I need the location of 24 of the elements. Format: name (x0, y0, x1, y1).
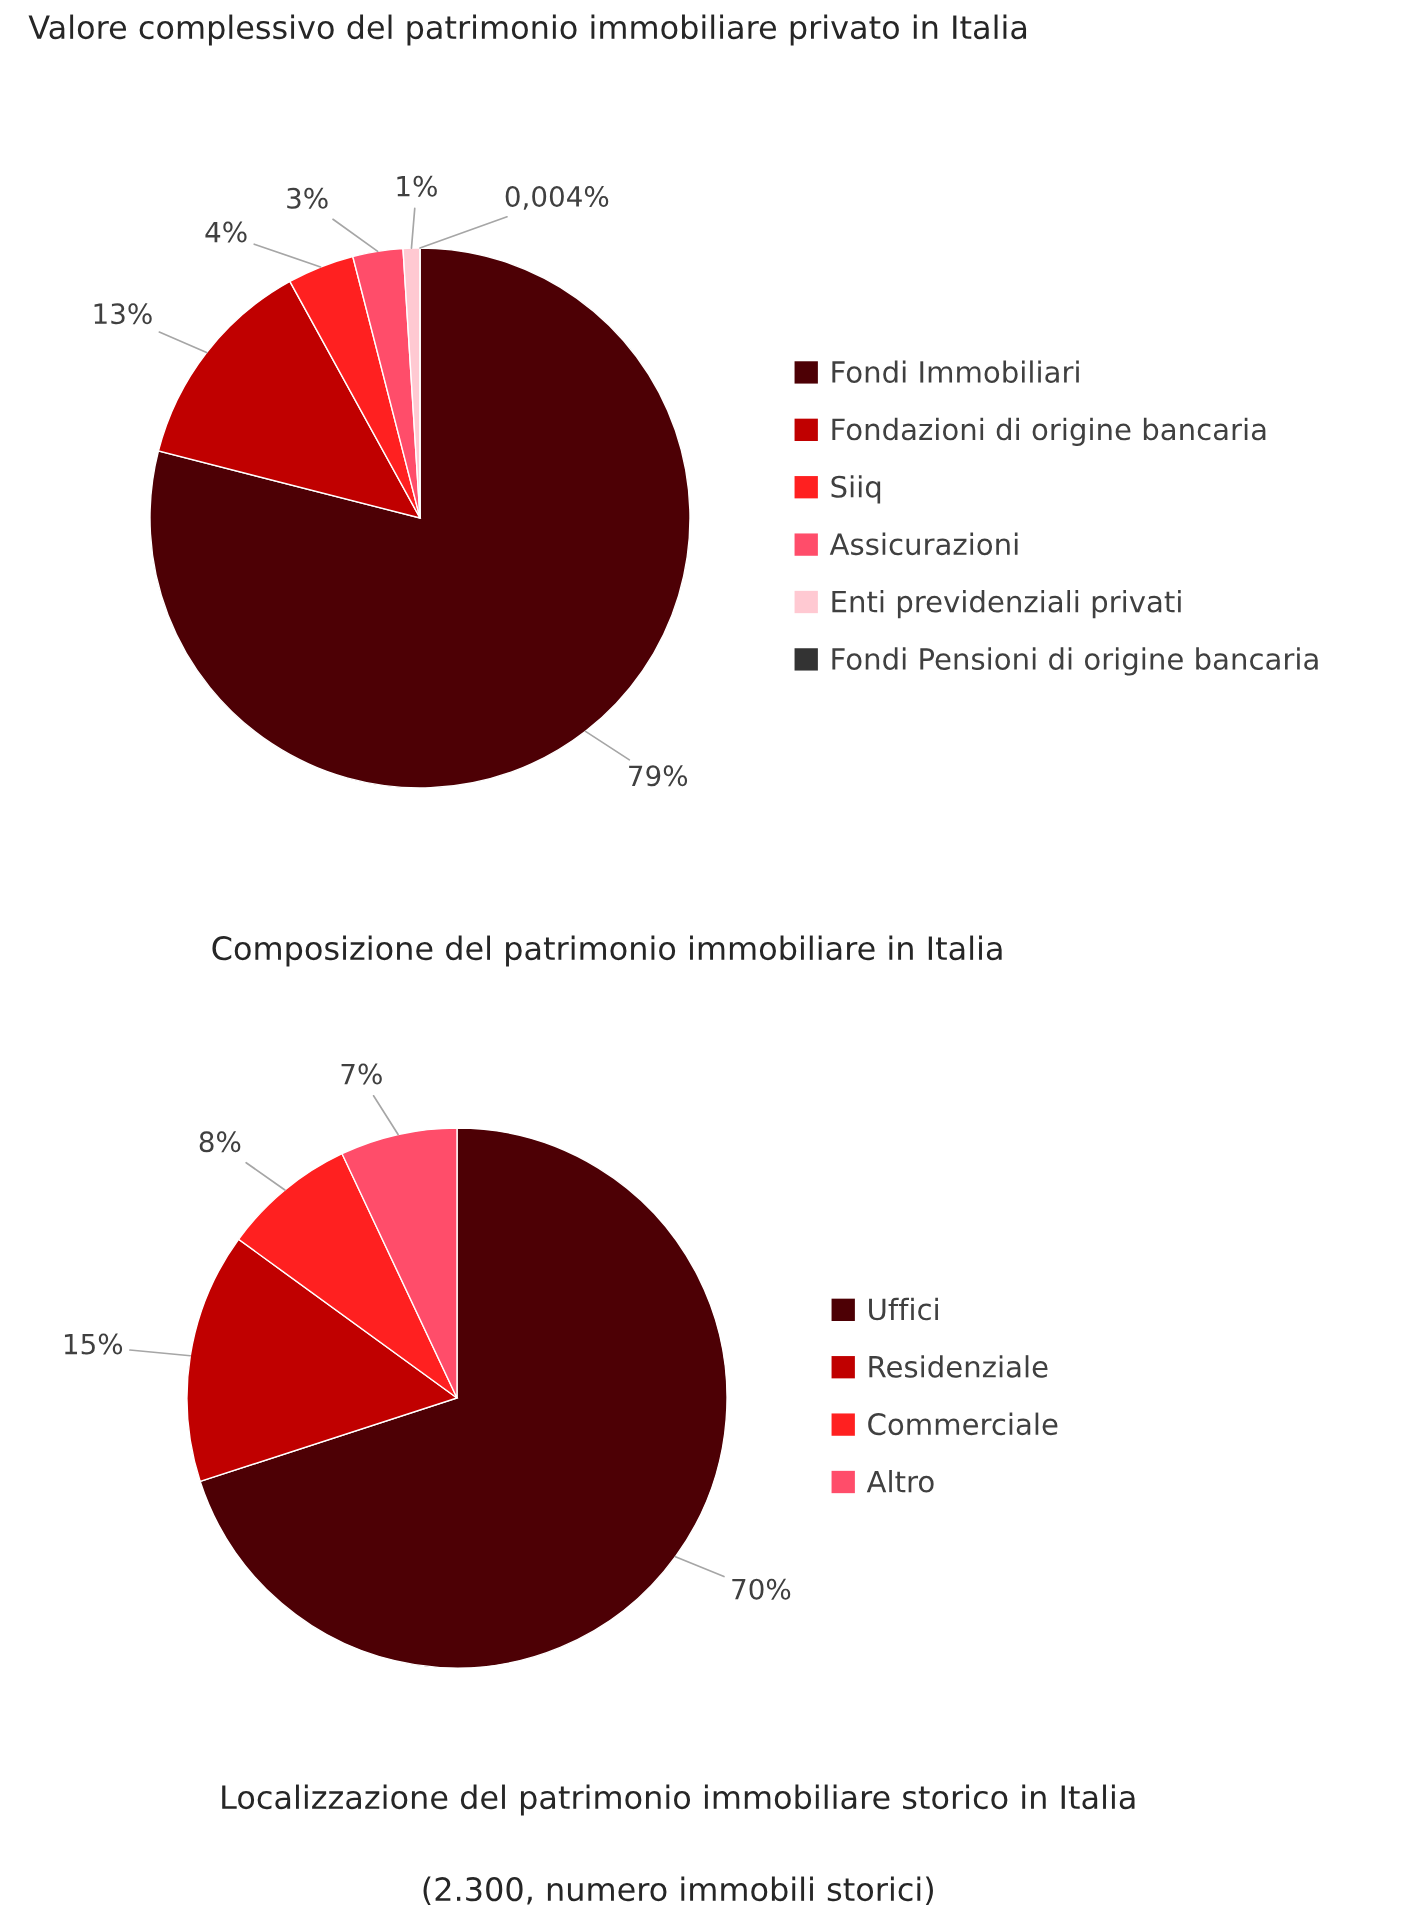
data-label: 79% (629, 765, 688, 787)
data-label: 15% (64, 1333, 123, 1355)
legend-label: Commerciale (868, 1412, 1058, 1436)
legend-label: Siiq (831, 475, 881, 504)
legend-label: Fondi Pensioni di origine bancaria (832, 647, 1318, 676)
legend-label: Enti previdenziali privati (832, 589, 1181, 619)
data-label: 8% (199, 1131, 241, 1153)
text: (2.300, numero immobili storici) (423, 1876, 933, 1906)
legend-label: Fondi Immobiliari (832, 360, 1079, 383)
data-label: 4% (205, 221, 247, 243)
data-label: 70% (732, 1578, 791, 1600)
legend-label: Uffici (869, 1297, 938, 1321)
chart-title: Valore complessivo del patrimonio immobiliare privato in Italia (28, 14, 1027, 46)
text: Composizione del patrimonio immobiliare in Italia (212, 935, 1002, 967)
legend-label: Altro (866, 1469, 934, 1493)
data-label: 13% (94, 303, 152, 325)
legend-label: Residenziale (869, 1355, 1048, 1378)
data-label: 7% (341, 1063, 382, 1085)
legend-label: Assicurazioni (829, 532, 1018, 556)
data-label: 3% (287, 187, 328, 209)
data-label: 1% (397, 175, 437, 197)
text: Localizzazione del patrimonio immobiliare storico in Italia (222, 1784, 1135, 1816)
legend-label: Fondazioni di origine bancaria (832, 417, 1266, 447)
data-label: 0,004% (505, 185, 609, 210)
